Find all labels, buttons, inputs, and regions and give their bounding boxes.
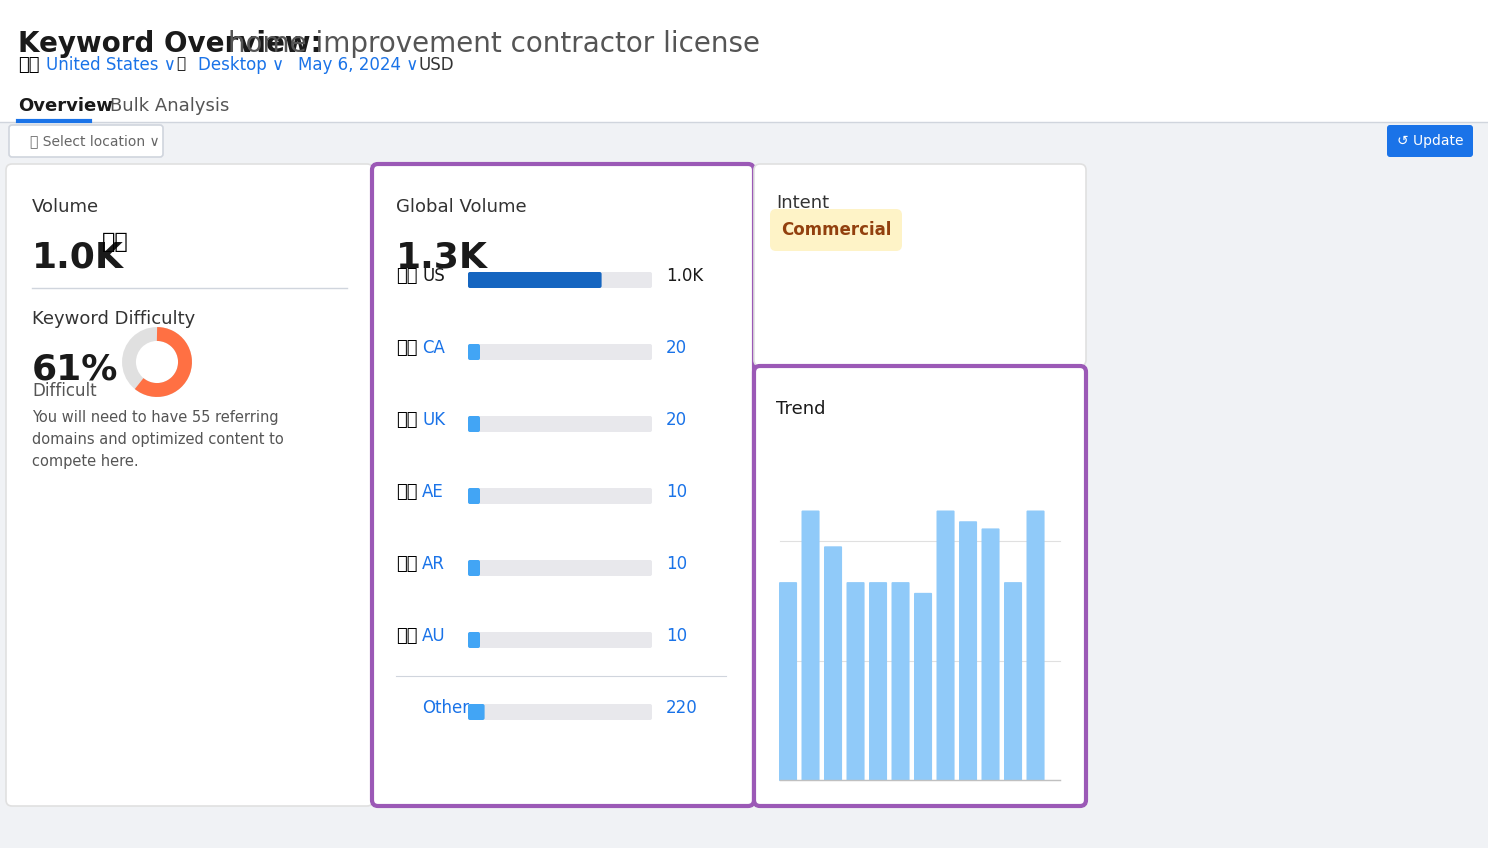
FancyBboxPatch shape: [0, 122, 1488, 160]
Text: 📍 Select location ∨: 📍 Select location ∨: [30, 134, 159, 148]
FancyBboxPatch shape: [914, 593, 931, 781]
FancyBboxPatch shape: [0, 0, 1488, 128]
FancyBboxPatch shape: [936, 510, 955, 781]
FancyBboxPatch shape: [469, 344, 652, 360]
Text: home improvement contractor license: home improvement contractor license: [228, 30, 760, 58]
Text: 10: 10: [667, 483, 687, 501]
FancyBboxPatch shape: [9, 125, 164, 157]
Text: ↺ Update: ↺ Update: [1397, 134, 1463, 148]
Text: 🖥: 🖥: [176, 56, 185, 71]
Text: AU: AU: [423, 627, 445, 645]
FancyBboxPatch shape: [958, 522, 978, 781]
FancyBboxPatch shape: [469, 272, 601, 288]
Text: 🇺🇸: 🇺🇸: [396, 267, 418, 285]
Text: Commercial: Commercial: [781, 221, 891, 239]
Text: May 6, 2024 ∨: May 6, 2024 ∨: [298, 56, 418, 74]
FancyBboxPatch shape: [372, 164, 754, 806]
Text: 10: 10: [667, 555, 687, 573]
Text: Intent: Intent: [777, 194, 829, 212]
FancyBboxPatch shape: [869, 582, 887, 781]
Text: CA: CA: [423, 339, 445, 357]
FancyBboxPatch shape: [1004, 582, 1022, 781]
Text: 1.3K: 1.3K: [396, 240, 488, 274]
Text: 61%: 61%: [33, 352, 119, 386]
FancyBboxPatch shape: [469, 416, 652, 432]
Text: 🇺🇸: 🇺🇸: [18, 56, 40, 74]
FancyBboxPatch shape: [469, 632, 481, 648]
Text: 🇦🇺: 🇦🇺: [396, 627, 418, 645]
FancyBboxPatch shape: [0, 86, 1488, 122]
FancyBboxPatch shape: [847, 582, 865, 781]
FancyBboxPatch shape: [469, 704, 652, 720]
Text: Volume: Volume: [33, 198, 100, 216]
FancyBboxPatch shape: [754, 366, 1086, 806]
FancyBboxPatch shape: [469, 560, 481, 576]
FancyBboxPatch shape: [982, 528, 1000, 781]
Text: Bulk Analysis: Bulk Analysis: [110, 97, 229, 115]
Text: 🇺🇸: 🇺🇸: [103, 232, 129, 252]
FancyBboxPatch shape: [6, 164, 373, 806]
FancyBboxPatch shape: [1387, 125, 1473, 157]
Text: UK: UK: [423, 411, 445, 429]
Text: Overview: Overview: [18, 97, 113, 115]
Text: Trend: Trend: [777, 400, 826, 418]
Text: Keyword Difficulty: Keyword Difficulty: [33, 310, 195, 328]
Text: 🇬🇧: 🇬🇧: [396, 411, 418, 429]
FancyBboxPatch shape: [469, 416, 481, 432]
Text: 1.0K: 1.0K: [667, 267, 704, 285]
Text: Global Volume: Global Volume: [396, 198, 527, 216]
FancyBboxPatch shape: [469, 272, 652, 288]
FancyBboxPatch shape: [469, 488, 481, 504]
FancyBboxPatch shape: [1027, 510, 1045, 781]
Text: Difficult: Difficult: [33, 382, 97, 400]
Text: 🇦🇷: 🇦🇷: [396, 555, 418, 573]
Text: 20: 20: [667, 411, 687, 429]
Text: United States ∨: United States ∨: [46, 56, 176, 74]
Text: Desktop ∨: Desktop ∨: [198, 56, 284, 74]
FancyBboxPatch shape: [469, 632, 652, 648]
Text: You will need to have 55 referring
domains and optimized content to
compete here: You will need to have 55 referring domai…: [33, 410, 284, 470]
FancyBboxPatch shape: [769, 209, 902, 251]
Text: 220: 220: [667, 699, 698, 717]
FancyBboxPatch shape: [780, 582, 798, 781]
Text: AR: AR: [423, 555, 445, 573]
FancyBboxPatch shape: [891, 582, 909, 781]
FancyBboxPatch shape: [469, 560, 652, 576]
FancyBboxPatch shape: [802, 510, 820, 781]
Text: 🇨🇦: 🇨🇦: [396, 339, 418, 357]
Text: AE: AE: [423, 483, 443, 501]
Text: 🇦🇪: 🇦🇪: [396, 483, 418, 501]
Text: USD: USD: [418, 56, 454, 74]
FancyBboxPatch shape: [469, 344, 481, 360]
FancyBboxPatch shape: [824, 546, 842, 781]
FancyBboxPatch shape: [754, 164, 1086, 366]
FancyBboxPatch shape: [469, 704, 485, 720]
Text: US: US: [423, 267, 445, 285]
FancyBboxPatch shape: [469, 488, 652, 504]
Text: Keyword Overview:: Keyword Overview:: [18, 30, 321, 58]
Text: 10: 10: [667, 627, 687, 645]
Text: Other: Other: [423, 699, 469, 717]
Text: 1.0K: 1.0K: [33, 240, 124, 274]
Text: 20: 20: [667, 339, 687, 357]
